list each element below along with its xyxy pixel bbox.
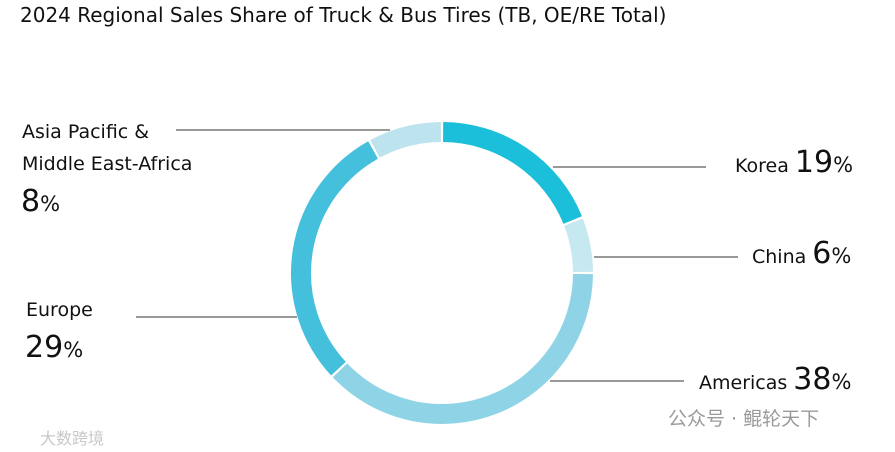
donut-segment: [291, 141, 379, 376]
data-label: Americas 38%: [699, 362, 851, 397]
category-label: Americas: [699, 372, 788, 394]
data-label: China 6%: [752, 236, 851, 271]
value-label: 6%: [812, 236, 852, 271]
category-label: China: [752, 246, 807, 268]
value-label: 38%: [793, 362, 852, 397]
donut-segment: [332, 274, 593, 424]
category-label: Asia Pacific & Middle East-Africa: [22, 121, 193, 175]
category-label: Europe: [26, 299, 93, 321]
value-label: 8%: [21, 184, 61, 219]
watermark: 大数跨境: [40, 429, 105, 448]
donut-segment: [442, 122, 582, 224]
donut-segment: [370, 122, 442, 158]
chart-title: 2024 Regional Sales Share of Truck & Bus…: [20, 3, 667, 27]
donut-segment: [564, 218, 593, 273]
category-label: Korea: [735, 155, 789, 177]
watermark: 公众号 · 鲲轮天下: [668, 408, 820, 430]
value-label: 19%: [794, 145, 854, 180]
data-label: Korea 19%: [735, 145, 853, 180]
value-label: 29%: [25, 330, 84, 365]
